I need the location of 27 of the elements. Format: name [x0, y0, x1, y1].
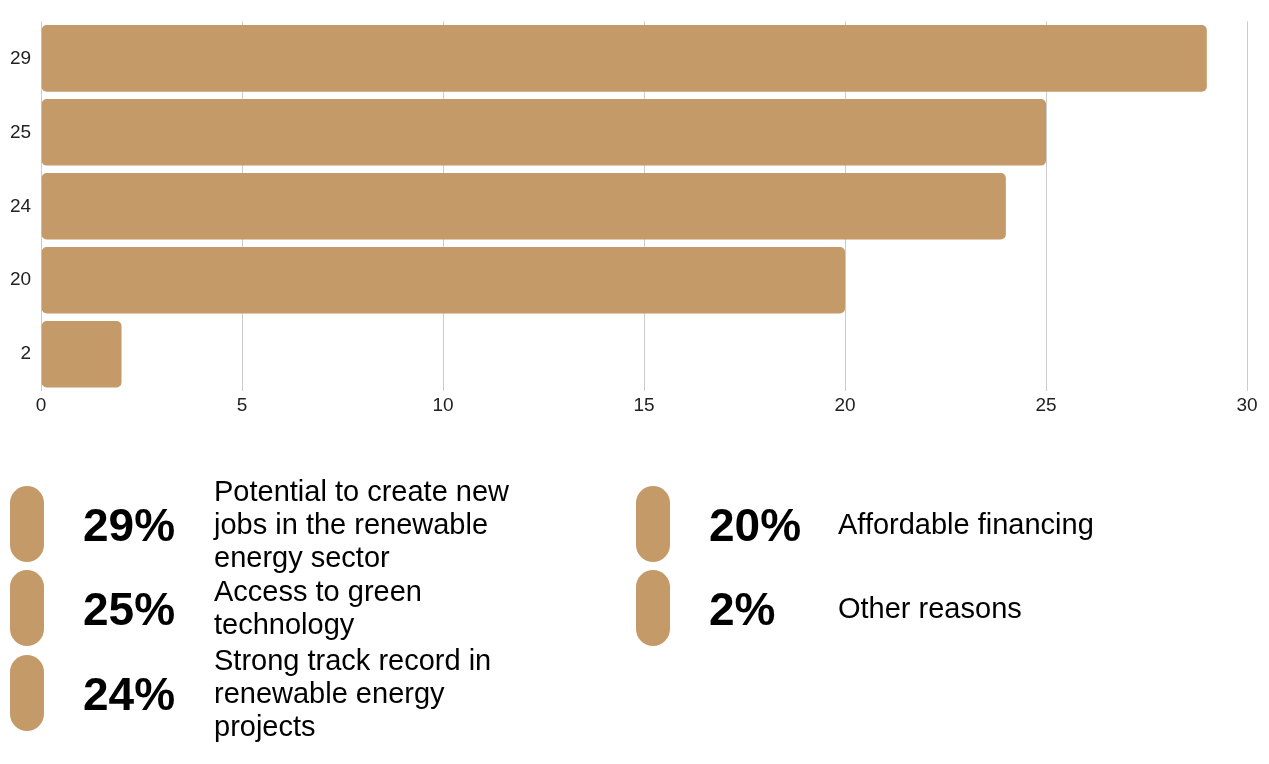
y-tick-label: 29 [9, 46, 32, 68]
text: Strong track record in renewable energy projects [214, 643, 493, 743]
text: 25% [83, 582, 176, 637]
text: Potential to create new jobs in the renewable energy sector [214, 474, 510, 574]
x-tick-label: 30 [1236, 393, 1258, 415]
text: 2% [709, 582, 776, 637]
text: 24% [83, 667, 176, 722]
x-tick-label: 25 [1035, 393, 1057, 415]
text: Other reasons [838, 591, 1023, 625]
bar [41, 99, 1047, 166]
bar [41, 25, 1207, 92]
bar [41, 320, 122, 388]
x-tick-label: 10 [432, 393, 454, 415]
y-tick-label: 25 [9, 120, 32, 142]
y-tick-label: 2 [20, 342, 32, 364]
bar [41, 246, 846, 314]
y-tick-label: 20 [9, 268, 32, 290]
x-tick-label: 5 [236, 393, 248, 415]
text: Access to green technology [214, 575, 423, 641]
x-tick-label: 0 [35, 393, 47, 415]
text: 29% [83, 498, 176, 553]
y-tick-label: 24 [9, 194, 32, 216]
text: Affordable financing [838, 507, 1095, 541]
text: 20% [709, 498, 802, 553]
x-tick-label: 20 [834, 393, 856, 415]
x-tick-label: 15 [633, 393, 655, 415]
bar [41, 173, 1006, 240]
